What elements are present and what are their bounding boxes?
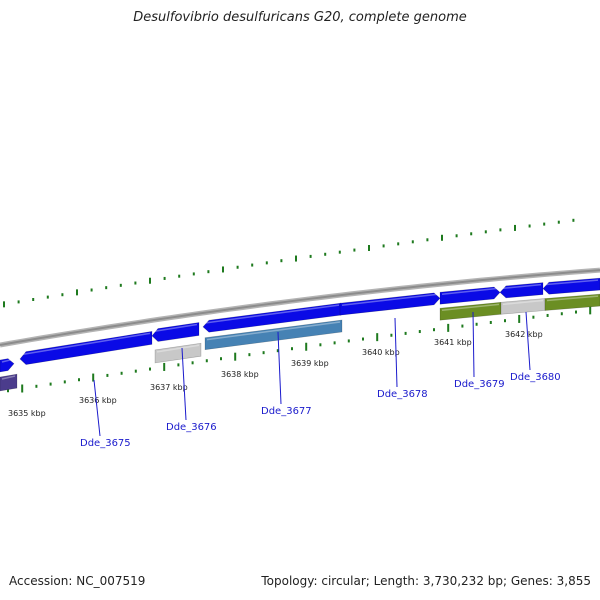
gene-label[interactable]: Dde_3679 <box>454 379 505 390</box>
gene-other-highlight <box>206 321 341 341</box>
gene-track <box>0 277 600 392</box>
gene-cds-forward-highlight <box>341 293 439 306</box>
gene-rna[interactable] <box>0 373 18 392</box>
gene-pseudo[interactable] <box>154 342 202 364</box>
gene-cds-forward-highlight <box>1 358 13 363</box>
gene-cds-forward[interactable] <box>542 277 600 295</box>
gene-other[interactable] <box>204 319 343 351</box>
gene-cds-forward-highlight <box>501 283 542 290</box>
gene-label-leader <box>93 379 101 437</box>
gene-label[interactable]: Dde_3678 <box>377 389 428 400</box>
gene-label-leader <box>472 311 475 378</box>
gene-label-leader <box>277 331 282 405</box>
kbp-label: 3638 kbp <box>221 370 259 379</box>
gene-labels: Dde_3675 Dde_3676 Dde_3677 Dde_3678 Dde_3679… <box>80 311 561 449</box>
kbp-label: 3640 kbp <box>362 348 400 357</box>
gene-pseudo-highlight <box>156 344 200 353</box>
gene-cds-forward[interactable] <box>439 286 501 305</box>
gene-cds-forward-highlight <box>21 332 151 356</box>
kbp-label: 3641 kbp <box>434 338 472 347</box>
gene-label-leader <box>525 311 531 371</box>
kbp-label: 3642 kbp <box>505 330 543 339</box>
gene-pseudo-highlight <box>502 299 544 306</box>
gene-label[interactable]: Dde_3677 <box>261 406 312 417</box>
map-title: Desulfovibrio desulfuricans G20, complet… <box>133 10 467 25</box>
gene-cds-forward[interactable] <box>499 282 544 299</box>
outer-tick-ring <box>3 218 575 308</box>
inner-tick-ring <box>7 306 592 393</box>
gene-trna[interactable] <box>544 293 600 311</box>
gene-label[interactable]: Dde_3675 <box>80 438 131 449</box>
gene-trna-highlight <box>546 295 599 302</box>
gene-cds-forward-highlight <box>153 323 198 333</box>
accession-label: Accession: NC_007519 <box>9 574 146 588</box>
gene-cds-forward[interactable] <box>339 292 441 316</box>
gene-cds-forward-highlight <box>204 304 340 324</box>
gene-label[interactable]: Dde_3676 <box>166 422 217 433</box>
gene-cds-forward-highlight <box>544 279 599 286</box>
gene-rna-highlight <box>1 375 16 380</box>
backbone-inner <box>0 269 600 346</box>
gene-trna-highlight <box>441 303 500 311</box>
gene-label[interactable]: Dde_3680 <box>510 372 561 383</box>
topology-label: Topology: circular; Length: 3,730,232 bp… <box>261 574 591 588</box>
kbp-label: 3637 kbp <box>150 383 188 392</box>
gene-cds-forward[interactable] <box>202 302 342 333</box>
gene-cds-forward[interactable] <box>19 331 153 365</box>
kbp-scale-labels: 3635 kbp 3636 kbp 3637 kbp 3638 kbp 3639 kbp… <box>8 330 543 418</box>
gene-label-leader <box>394 317 398 388</box>
gene-cds-forward-highlight <box>441 287 499 295</box>
gene-cds-forward[interactable] <box>151 322 200 342</box>
kbp-label: 3639 kbp <box>291 359 329 368</box>
gene-cds-forward[interactable] <box>0 358 15 373</box>
kbp-label: 3636 kbp <box>79 396 117 405</box>
gene-label-leader <box>181 347 187 421</box>
kbp-label: 3635 kbp <box>8 409 46 418</box>
genome-backbone <box>0 267 600 348</box>
